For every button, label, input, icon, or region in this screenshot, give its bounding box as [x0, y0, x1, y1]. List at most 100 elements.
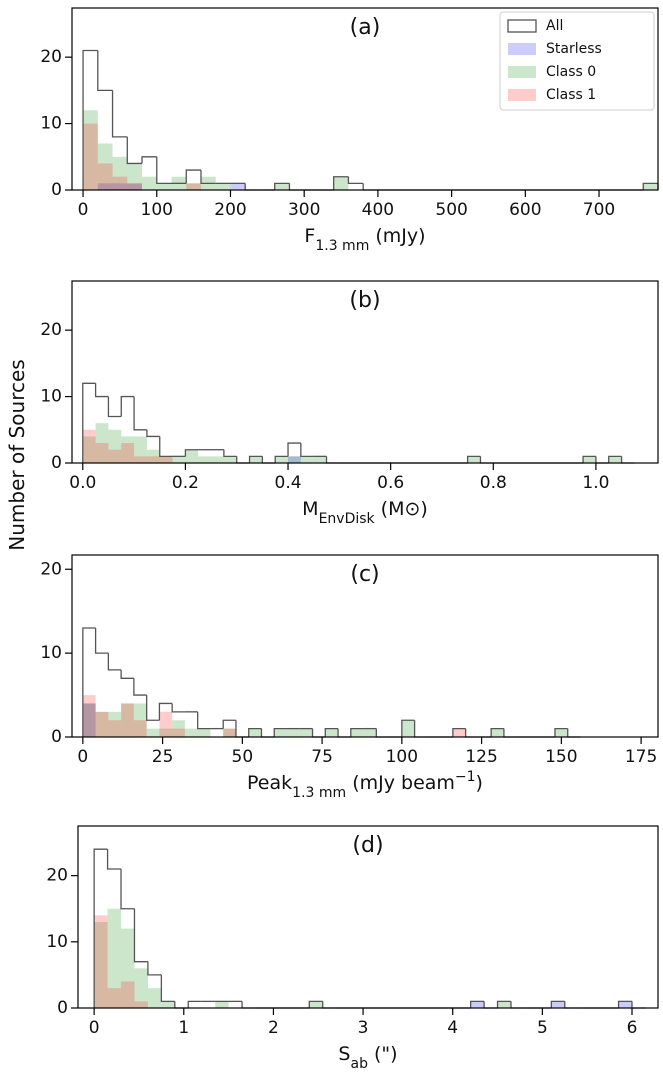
- x-tick-label: 1: [178, 1018, 189, 1038]
- hist-bar: [107, 988, 122, 1008]
- hist-step: [111, 90, 128, 138]
- hist-step: [261, 456, 276, 464]
- hist-step: [236, 456, 250, 464]
- legend-swatch: [508, 43, 536, 55]
- hist-bar: [97, 183, 113, 190]
- hist-step: [82, 382, 96, 463]
- x-tick-label: 0: [89, 1018, 100, 1038]
- x-label-part: M: [302, 498, 318, 520]
- x-tick-label: 6: [627, 1018, 638, 1038]
- hist-bar: [82, 703, 96, 737]
- hist-bar: [146, 728, 160, 737]
- x-tick-label: 300: [288, 200, 320, 220]
- hist-bar: [211, 456, 224, 463]
- hist-step: [223, 449, 237, 458]
- hist-step: [159, 436, 173, 458]
- hist-bar: [121, 928, 135, 1008]
- hist-step: [287, 442, 301, 457]
- x-tick-label: 125: [465, 747, 497, 767]
- hist-bar: [159, 456, 173, 463]
- panel-title: (d): [352, 833, 383, 858]
- hist-step: [174, 1001, 189, 1009]
- hist-step: [146, 429, 160, 438]
- hist-bar: [215, 183, 231, 190]
- hist-bar: [172, 456, 186, 463]
- hist-step: [554, 727, 568, 737]
- hist-bar: [554, 728, 568, 737]
- y-tick-label: 20: [40, 47, 62, 67]
- hist-bar: [108, 711, 122, 737]
- hist-bar: [172, 728, 185, 737]
- hist-step: [273, 727, 288, 737]
- hist-bar: [127, 163, 143, 190]
- hist-step: [300, 443, 314, 458]
- hist-step: [147, 961, 162, 976]
- hist-bar: [121, 703, 134, 737]
- hist-step: [107, 396, 122, 418]
- hist-step: [325, 456, 340, 464]
- panel-title: (b): [349, 288, 380, 313]
- hist-step: [274, 182, 290, 190]
- hist-bar: [94, 915, 108, 1008]
- hist-step: [120, 395, 135, 417]
- hist-bar: [470, 1001, 485, 1008]
- hist-bar: [274, 183, 290, 190]
- hist-bar: [288, 456, 301, 463]
- hist-bar: [333, 176, 349, 190]
- x-label-part: 1.3 mm: [292, 785, 346, 801]
- hist-bar: [82, 436, 96, 463]
- y-tick-label: 0: [51, 180, 62, 200]
- hist-bar: [159, 456, 173, 463]
- hist-step: [375, 728, 390, 738]
- panel: 0 10 20 0.0 0.2 0.4 0.6 0.8 1.0 (b) MEnvDisk (M⊙): [40, 280, 659, 527]
- hist-bar: [146, 456, 160, 463]
- hist-step: [324, 727, 339, 737]
- hist-bar: [147, 988, 162, 1008]
- x-tick-label: 0.8: [480, 473, 507, 493]
- hist-bar: [95, 443, 109, 463]
- axes-frame: [71, 7, 659, 191]
- x-tick-label: 400: [362, 200, 394, 220]
- hist-bar: [350, 728, 364, 737]
- x-label-part: EnvDisk: [319, 511, 376, 527]
- axes-frame: [71, 554, 659, 738]
- hist-bar: [274, 728, 288, 737]
- hist-bar: [223, 456, 237, 463]
- y-tick-label: 0: [51, 727, 62, 747]
- x-tick-label: 150: [545, 747, 577, 767]
- hist-step: [200, 170, 216, 185]
- hist-bar: [108, 449, 122, 463]
- hist-bar: [127, 183, 143, 190]
- hist-bar: [95, 423, 109, 463]
- hist-bar: [198, 456, 212, 463]
- hist-step: [260, 728, 275, 738]
- hist-step: [469, 1000, 485, 1008]
- hist-bar: [186, 183, 201, 190]
- panel: 0 10 20 0 25 50 75 100 125 150 175 (c) Peak1.3 mm (m…: [40, 554, 659, 801]
- hist-step: [347, 176, 364, 185]
- hist-step: [160, 974, 175, 1003]
- hist-step: [222, 719, 236, 729]
- hist-bar: [133, 703, 147, 737]
- y-tick-label: 10: [40, 387, 62, 407]
- hist-step: [82, 627, 96, 737]
- hist-step: [93, 848, 108, 1008]
- x-tick-label: 0: [77, 747, 88, 767]
- hist-step: [197, 711, 211, 730]
- hist-bar: [108, 720, 122, 737]
- hist-bar: [197, 728, 211, 737]
- hist-bar: [159, 728, 173, 737]
- hist-bar: [82, 429, 96, 463]
- hist-bar: [121, 443, 135, 463]
- hist-step: [595, 456, 609, 464]
- hist-step: [106, 849, 122, 870]
- hist-step: [337, 728, 351, 738]
- hist-bar: [121, 703, 134, 737]
- panel-title: (a): [350, 15, 381, 40]
- hist-step: [452, 727, 466, 737]
- hist-step: [107, 653, 122, 671]
- hist-bar: [95, 711, 109, 737]
- y-tick-label: 0: [51, 453, 62, 473]
- hist-bar: [583, 456, 596, 463]
- hist-bar: [107, 908, 122, 1008]
